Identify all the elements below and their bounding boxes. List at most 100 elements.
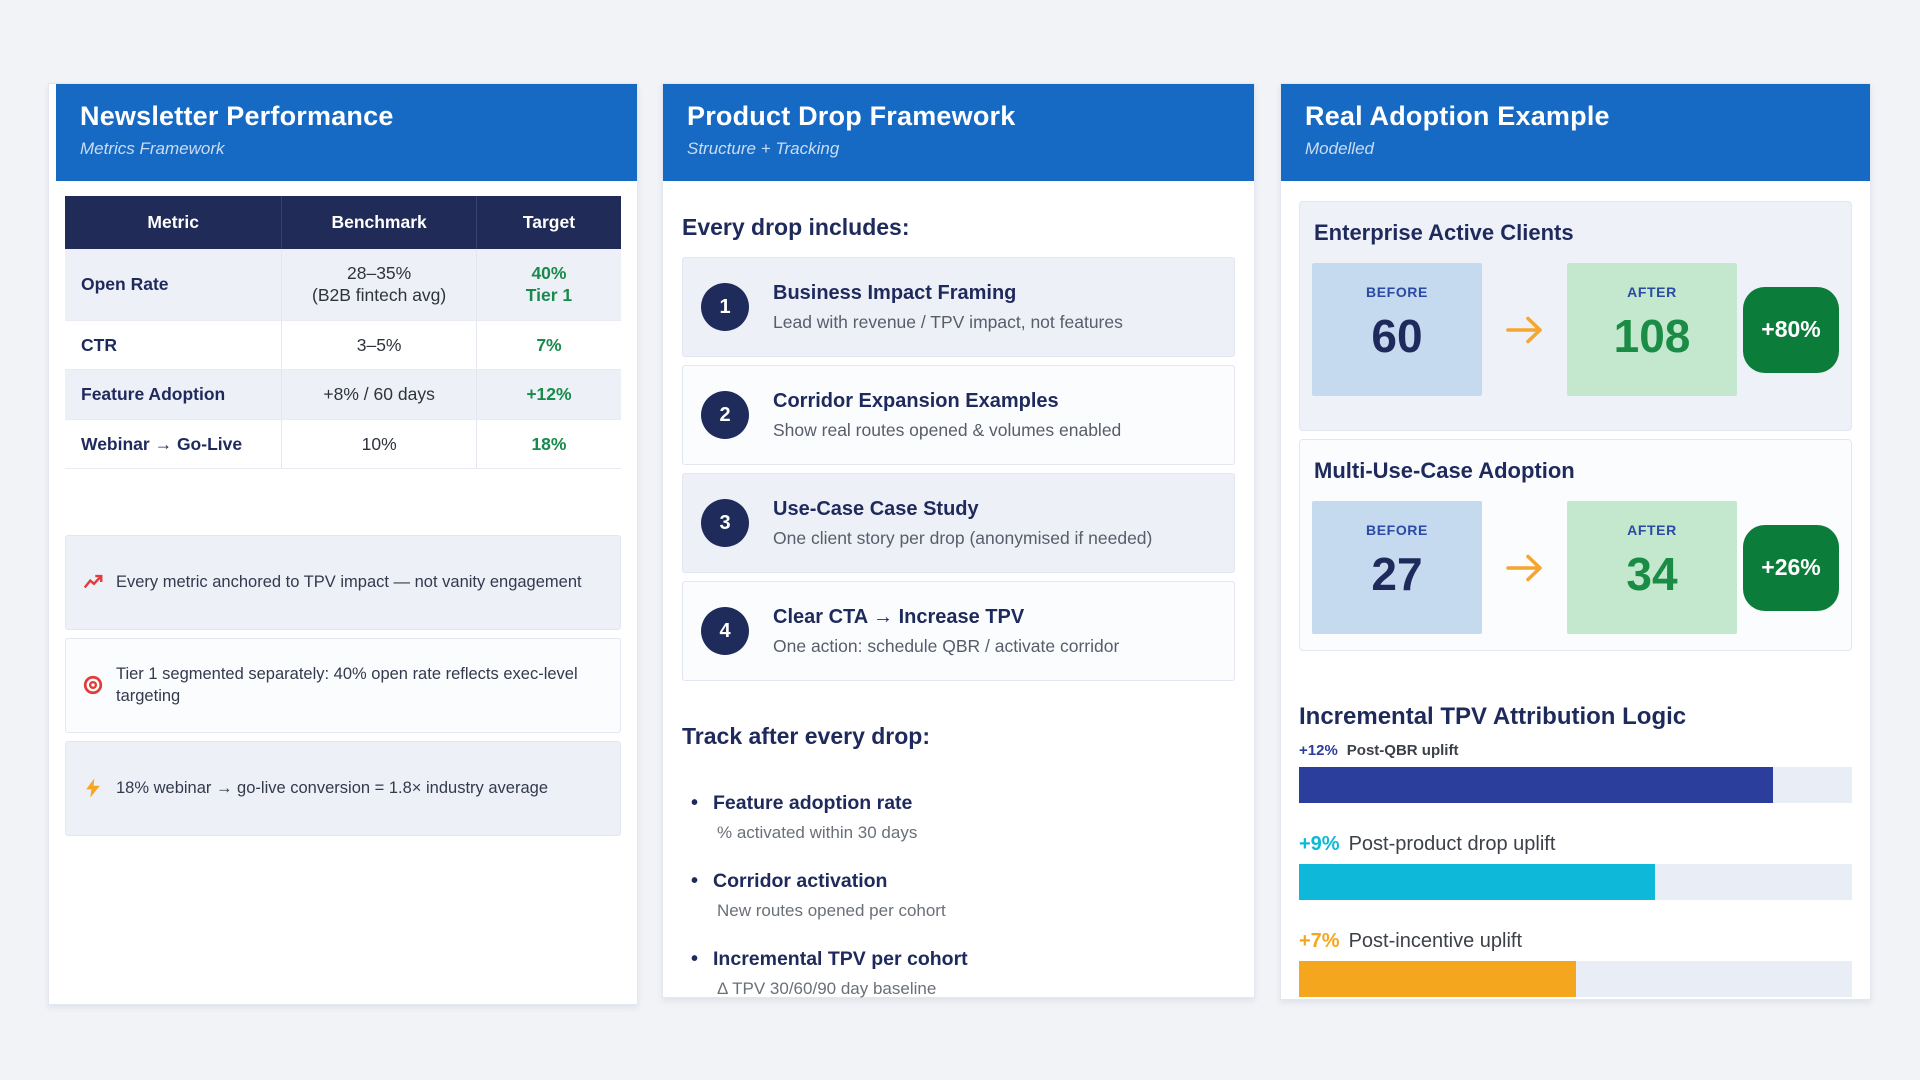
product-drop-framework-panel: Product Drop Framework Structure + Track… [662, 83, 1255, 998]
before-after-comparison: BEFORE 27 AFTER 34 +26% [1312, 501, 1839, 634]
col-header-target: Target [476, 196, 621, 249]
step-description: One action: schedule QBR / activate corr… [773, 635, 1120, 656]
arrow-right-icon [1482, 548, 1567, 588]
includes-heading: Every drop includes: [682, 214, 910, 240]
before-value: 60 [1371, 310, 1423, 362]
bar-label: +12% Post-QBR uplift [1299, 742, 1459, 759]
bar-percent: +7% [1299, 930, 1340, 952]
panel-title: Product Drop Framework [687, 101, 1016, 131]
step-description: Lead with revenue / TPV impact, not feat… [773, 311, 1123, 332]
before-box: BEFORE 27 [1312, 501, 1482, 634]
delta-badge: +26% [1743, 524, 1839, 611]
target-cell: 7% [476, 320, 621, 371]
table-header-row: Metric Benchmark Target [65, 196, 621, 249]
step-item: 1 Business Impact Framing Lead with reve… [682, 257, 1235, 357]
step-title: Use-Case Case Study [773, 497, 979, 520]
newsletter-panel-header: Newsletter Performance Metrics Framework [56, 84, 637, 181]
track-item-description: New routes opened per cohort [717, 901, 946, 920]
panel-subtitle: Modelled [1305, 139, 1374, 158]
col-header-benchmark: Benchmark [281, 196, 477, 249]
before-box: BEFORE 60 [1312, 263, 1482, 396]
after-label: AFTER [1627, 522, 1677, 538]
target-icon [82, 674, 104, 696]
note-text: 18% webinar → go-live conversion = 1.8× … [116, 779, 548, 798]
step-number-badge: 3 [701, 499, 749, 547]
target-cell: 40% Tier 1 [476, 249, 621, 321]
step-number-badge: 4 [701, 607, 749, 655]
before-label: BEFORE [1366, 284, 1428, 300]
metric-cell: Webinar → Go-Live [65, 419, 283, 469]
table-row: Open Rate 28–35% (B2B fintech avg) 40% T… [65, 249, 621, 321]
before-label: BEFORE [1366, 522, 1428, 538]
after-value: 34 [1626, 548, 1678, 600]
table-row: Webinar → Go-Live 10% 18% [65, 419, 621, 469]
steps-list: 1 Business Impact Framing Lead with reve… [682, 257, 1235, 681]
step-number-badge: 2 [701, 391, 749, 439]
step-title: Clear CTA → Increase TPV [773, 605, 1025, 628]
note-text: Tier 1 segmented separately: 40% open ra… [116, 665, 578, 706]
metric-cell: CTR [65, 320, 283, 371]
track-item: • Incremental TPV per cohort Δ TPV 30/60… [691, 948, 1235, 999]
track-item-title: • Feature adoption rate [691, 792, 913, 814]
bar-track [1299, 767, 1852, 803]
before-after-comparison: BEFORE 60 AFTER 108 +80% [1312, 263, 1839, 396]
note-text: Every metric anchored to TPV impact — no… [116, 573, 582, 592]
col-header-metric: Metric [65, 196, 283, 249]
track-item: • Feature adoption rate % activated with… [691, 792, 1235, 843]
target-cell: 18% [476, 419, 621, 469]
target-cell: +12% [476, 369, 621, 420]
product-panel-header: Product Drop Framework Structure + Track… [663, 84, 1254, 181]
table-row: CTR 3–5% 7% [65, 320, 621, 371]
track-item: • Corridor activation New routes opened … [691, 870, 1235, 921]
track-item-description: Δ TPV 30/60/90 day baseline [717, 979, 937, 998]
attribution-row: +9% Post-product drop uplift [1281, 833, 1870, 900]
benchmark-cell: 10% [281, 419, 477, 469]
note-tpv-anchor: Every metric anchored to TPV impact — no… [65, 534, 621, 630]
lightning-icon [82, 777, 104, 799]
bar-fill [1299, 961, 1576, 997]
panel-subtitle: Structure + Tracking [687, 139, 840, 158]
delta-badge: +80% [1743, 286, 1839, 373]
panel-title: Real Adoption Example [1305, 101, 1610, 131]
real-adoption-example-panel: Real Adoption Example Modelled Enterpris… [1280, 83, 1871, 1000]
attribution-row: +12% Post-QBR uplift [1281, 742, 1870, 803]
bar-fill [1299, 767, 1773, 803]
attribution-row: +7% Post-incentive uplift [1281, 930, 1870, 997]
after-box: AFTER 34 [1567, 501, 1737, 634]
adoption-panel-header: Real Adoption Example Modelled [1281, 84, 1870, 181]
bar-track [1299, 864, 1852, 900]
benchmark-cell: 3–5% [281, 320, 477, 371]
bar-percent: +9% [1299, 833, 1340, 855]
note-tier1-segment: Tier 1 segmented separately: 40% open ra… [65, 637, 621, 733]
newsletter-performance-panel: Newsletter Performance Metrics Framework… [48, 83, 638, 1005]
table-row: Feature Adoption +8% / 60 days +12% [65, 369, 621, 420]
benchmark-cell: +8% / 60 days [281, 369, 477, 420]
step-description: One client story per drop (anonymised if… [773, 527, 1153, 548]
bullet-icon: • [691, 792, 699, 814]
panel-title: Newsletter Performance [80, 101, 394, 131]
step-title: Corridor Expansion Examples [773, 389, 1059, 412]
after-label: AFTER [1627, 284, 1677, 300]
track-heading: Track after every drop: [682, 723, 931, 749]
benchmark-cell: 28–35% (B2B fintech avg) [281, 249, 477, 321]
before-value: 27 [1371, 548, 1423, 600]
note-webinar-conversion: 18% webinar → go-live conversion = 1.8× … [65, 740, 621, 836]
bar-label: +9% Post-product drop uplift [1299, 833, 1556, 855]
bar-track [1299, 961, 1852, 997]
attribution-heading: Incremental TPV Attribution Logic [1299, 703, 1687, 730]
bullet-icon: • [691, 870, 699, 892]
track-item-title: • Corridor activation [691, 870, 888, 892]
track-item-title: • Incremental TPV per cohort [691, 948, 968, 970]
panel-subtitle: Metrics Framework [80, 139, 225, 158]
after-box: AFTER 108 [1567, 263, 1737, 396]
step-number-badge: 1 [701, 283, 749, 331]
step-item: 4 Clear CTA → Increase TPV One action: s… [682, 581, 1235, 681]
metrics-table: Metric Benchmark Target Open Rate 28–35%… [65, 196, 621, 469]
metric-cell: Feature Adoption [65, 369, 283, 420]
step-description: Show real routes opened & volumes enable… [773, 419, 1122, 440]
comparison-heading: Enterprise Active Clients [1314, 220, 1574, 245]
arrow-right-icon [1482, 310, 1567, 350]
multi-use-case-adoption-card: Multi-Use-Case Adoption BEFORE 27 AFTER … [1299, 439, 1852, 651]
bullet-icon: • [691, 948, 699, 970]
